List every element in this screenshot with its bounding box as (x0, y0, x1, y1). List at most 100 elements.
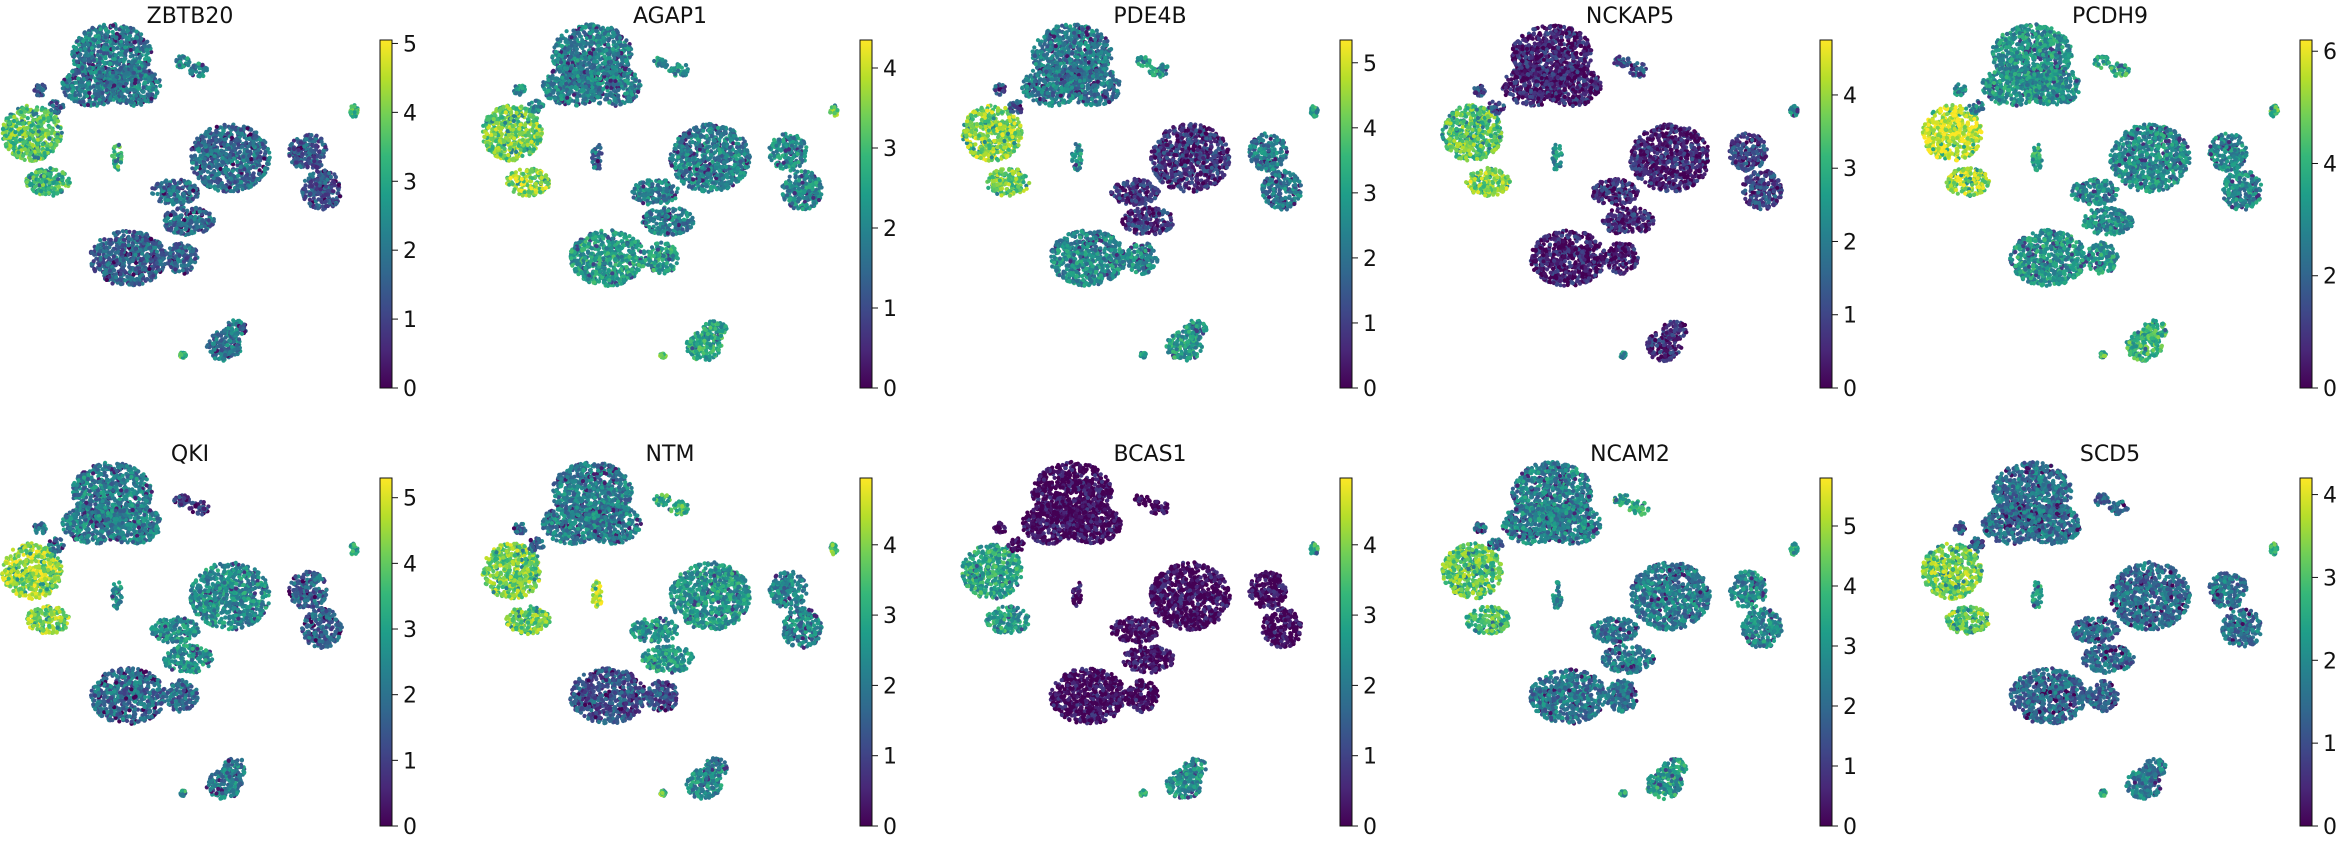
data-point (308, 198, 312, 202)
data-point (94, 34, 98, 38)
data-point (137, 282, 141, 286)
data-point (87, 91, 91, 95)
data-point (236, 331, 240, 335)
data-point (85, 75, 89, 79)
data-point (123, 57, 127, 61)
data-point (245, 137, 249, 141)
data-point (202, 152, 206, 156)
data-point (114, 53, 118, 57)
data-point (308, 136, 312, 140)
data-point (84, 35, 88, 39)
data-point (112, 255, 116, 259)
data-point (188, 215, 192, 219)
data-point (182, 64, 186, 68)
data-point (60, 131, 64, 135)
data-point (181, 221, 185, 225)
data-point (105, 51, 109, 55)
data-point (113, 57, 117, 61)
data-point (110, 249, 114, 253)
data-point (262, 156, 266, 160)
data-point (332, 180, 336, 184)
data-point (266, 147, 270, 151)
data-point (151, 267, 155, 271)
data-point (198, 160, 202, 164)
data-point (121, 266, 125, 270)
data-point (126, 90, 130, 94)
data-point (135, 236, 139, 240)
colorbar-tick-label: 4 (403, 101, 417, 126)
data-point (334, 202, 338, 206)
data-point (147, 246, 151, 250)
data-point (349, 104, 353, 108)
data-point (187, 246, 191, 250)
data-point (83, 43, 87, 47)
data-point (51, 128, 55, 132)
data-point (99, 243, 103, 247)
data-point (208, 127, 212, 131)
data-point (13, 130, 17, 134)
data-point (36, 156, 40, 160)
data-point (245, 172, 249, 176)
data-point (212, 348, 216, 352)
colorbar-tick-label: 2 (403, 239, 417, 264)
data-point (78, 52, 82, 56)
data-point (210, 149, 214, 153)
data-point (130, 282, 134, 286)
data-point (80, 80, 84, 84)
data-point (222, 138, 226, 142)
data-point (146, 62, 150, 66)
data-point (45, 147, 49, 151)
data-point (128, 94, 132, 98)
data-point (183, 245, 187, 249)
data-point (246, 144, 250, 148)
data-point (295, 160, 299, 164)
data-point (98, 267, 102, 271)
data-point (287, 147, 291, 151)
data-point (135, 49, 139, 53)
data-point (229, 177, 233, 181)
data-point (119, 272, 123, 276)
data-point (230, 328, 234, 332)
data-point (36, 125, 40, 129)
data-point (92, 58, 96, 62)
data-point (39, 137, 43, 141)
data-point (42, 174, 46, 178)
data-point (153, 246, 157, 250)
data-point (70, 70, 74, 74)
data-point (180, 213, 184, 217)
data-point (61, 170, 65, 174)
data-point (115, 244, 119, 248)
data-point (132, 88, 136, 92)
data-point (191, 161, 195, 165)
data-point (168, 183, 172, 187)
data-point (175, 217, 179, 221)
data-point (18, 138, 22, 142)
colorbar (380, 40, 392, 388)
data-point (75, 39, 79, 43)
data-point (117, 27, 121, 31)
data-point (114, 238, 118, 242)
data-point (329, 175, 333, 179)
data-point (192, 217, 196, 221)
data-point (98, 238, 102, 242)
data-point (80, 89, 84, 93)
data-point (143, 99, 147, 103)
data-point (198, 210, 202, 214)
data-point (222, 150, 226, 154)
data-point (208, 350, 212, 354)
data-point (223, 170, 227, 174)
data-point (56, 125, 60, 129)
data-point (206, 176, 210, 180)
data-point (118, 277, 122, 281)
data-point (263, 168, 267, 172)
data-point (145, 277, 149, 281)
data-point (303, 179, 307, 183)
data-point (323, 200, 327, 204)
data-point (110, 281, 114, 285)
data-point (8, 144, 12, 148)
data-point (235, 137, 239, 141)
data-point (59, 188, 63, 192)
data-point (36, 93, 40, 97)
data-point (182, 199, 186, 203)
